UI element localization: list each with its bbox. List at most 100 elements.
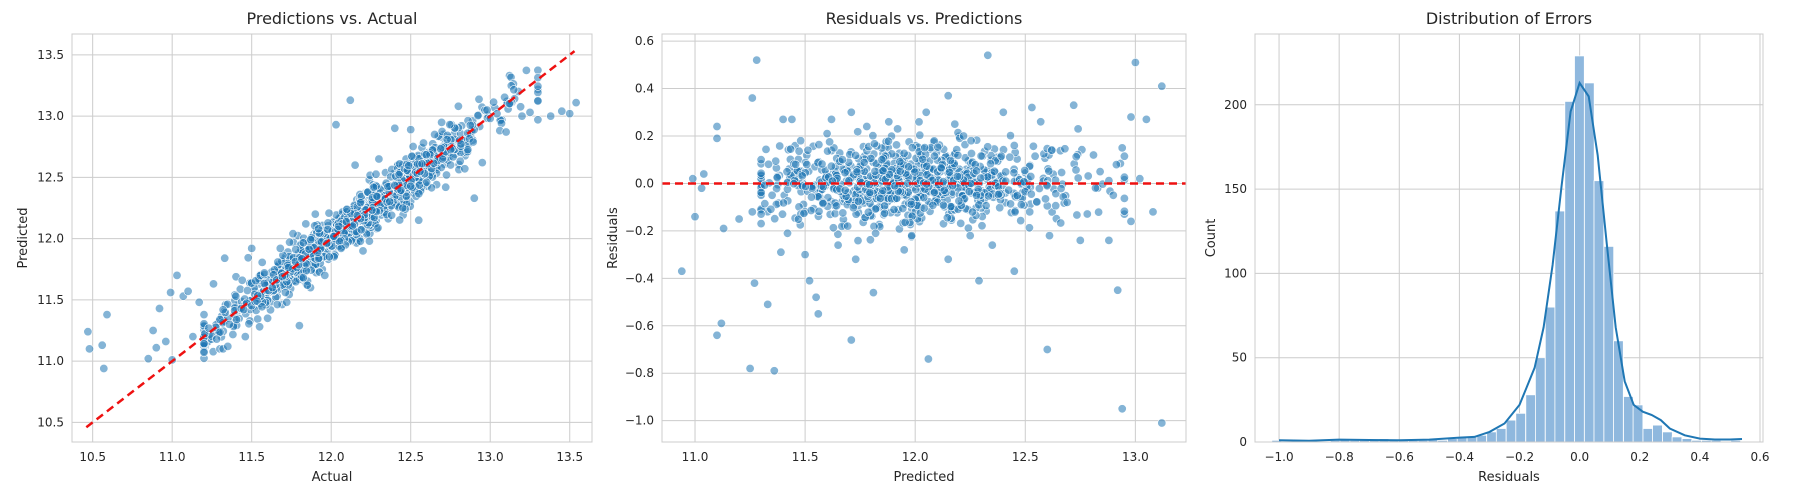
data-point	[782, 167, 792, 177]
data-point	[1056, 218, 1066, 228]
data-point	[1062, 197, 1072, 207]
data-point	[983, 142, 993, 152]
data-point	[965, 231, 975, 241]
y-tick-label: 0	[1239, 435, 1247, 449]
data-point	[933, 142, 943, 152]
data-point	[964, 187, 974, 197]
data-point	[516, 102, 526, 112]
y-tick-label: 150	[1224, 182, 1247, 196]
data-point	[500, 92, 510, 102]
data-point	[320, 270, 330, 280]
data-point	[987, 240, 997, 250]
data-point	[285, 237, 295, 247]
panel-residuals-vs-predictions: 11.0 11.5 12.0 12.5 13.0 −1.0 −0.8 −0.6 −0.4 −0.2…	[606, 9, 1187, 485]
data-point	[837, 155, 847, 165]
data-point	[716, 318, 726, 328]
data-point	[840, 168, 850, 178]
data-point	[900, 217, 910, 227]
data-point	[188, 332, 198, 342]
data-point	[859, 157, 869, 167]
data-point	[712, 133, 722, 143]
data-point	[546, 111, 556, 121]
data-point	[677, 266, 687, 276]
data-point	[939, 185, 949, 195]
data-point	[763, 159, 773, 169]
histogram-bar	[1515, 412, 1527, 443]
data-point	[155, 303, 165, 313]
data-point	[1001, 167, 1011, 177]
data-point	[517, 111, 527, 121]
data-point	[871, 228, 881, 238]
data-point	[983, 191, 993, 201]
data-point	[1009, 266, 1019, 276]
data-point	[334, 221, 344, 231]
histogram-bar	[1671, 436, 1683, 443]
data-point	[1069, 100, 1079, 110]
histogram-bar	[1593, 180, 1605, 443]
data-point	[891, 140, 901, 150]
data-point	[996, 151, 1006, 161]
histogram-bar	[1505, 419, 1517, 443]
data-point	[840, 185, 850, 195]
data-point	[355, 198, 365, 208]
data-point	[1119, 151, 1129, 161]
data-point	[1030, 151, 1040, 161]
data-point	[183, 286, 193, 296]
data-point	[775, 141, 785, 151]
data-point	[825, 137, 835, 147]
data-point	[489, 97, 499, 107]
data-point	[767, 190, 777, 200]
data-point	[953, 150, 963, 160]
data-point	[387, 210, 397, 220]
data-point	[1032, 197, 1042, 207]
data-point	[240, 332, 250, 342]
x-tick-label: 0.4	[1690, 450, 1709, 464]
data-point	[336, 243, 346, 253]
x-tick-label: −1.0	[1264, 450, 1293, 464]
data-point	[323, 224, 333, 234]
histogram-bar	[1652, 424, 1663, 443]
data-point	[345, 95, 355, 105]
y-axis-label: Count	[1204, 219, 1219, 258]
data-point	[818, 199, 828, 209]
data-point	[833, 240, 843, 250]
data-point	[914, 117, 924, 127]
data-point	[893, 124, 903, 134]
data-point	[244, 319, 254, 329]
data-point	[421, 150, 431, 160]
data-point	[826, 161, 836, 171]
data-point	[749, 278, 759, 288]
data-point	[799, 208, 809, 218]
data-point	[1073, 173, 1083, 183]
data-point	[151, 343, 161, 353]
data-point	[974, 276, 984, 286]
x-tick-label: 0.2	[1630, 450, 1649, 464]
data-point	[1027, 103, 1037, 113]
data-point	[976, 151, 986, 161]
x-tick-label: 0.0	[1570, 450, 1589, 464]
data-point	[995, 203, 1005, 213]
data-point	[242, 285, 252, 295]
data-point	[97, 340, 107, 350]
data-point	[1072, 210, 1082, 220]
data-point	[1010, 207, 1020, 217]
data-point	[565, 109, 575, 119]
data-point	[401, 191, 411, 201]
chart-title: Distribution of Errors	[1426, 9, 1592, 28]
data-point	[769, 366, 779, 376]
data-point	[437, 154, 447, 164]
data-point	[85, 344, 95, 354]
data-point	[398, 203, 408, 213]
data-point	[280, 287, 290, 297]
data-point	[793, 214, 803, 224]
data-point	[843, 221, 853, 231]
data-point	[231, 291, 241, 301]
data-point	[776, 247, 786, 257]
data-point	[918, 154, 928, 164]
data-point	[358, 246, 368, 256]
data-point	[257, 257, 267, 267]
data-point	[533, 81, 543, 91]
data-point	[364, 236, 374, 246]
data-point	[372, 191, 382, 201]
data-point	[99, 363, 109, 373]
